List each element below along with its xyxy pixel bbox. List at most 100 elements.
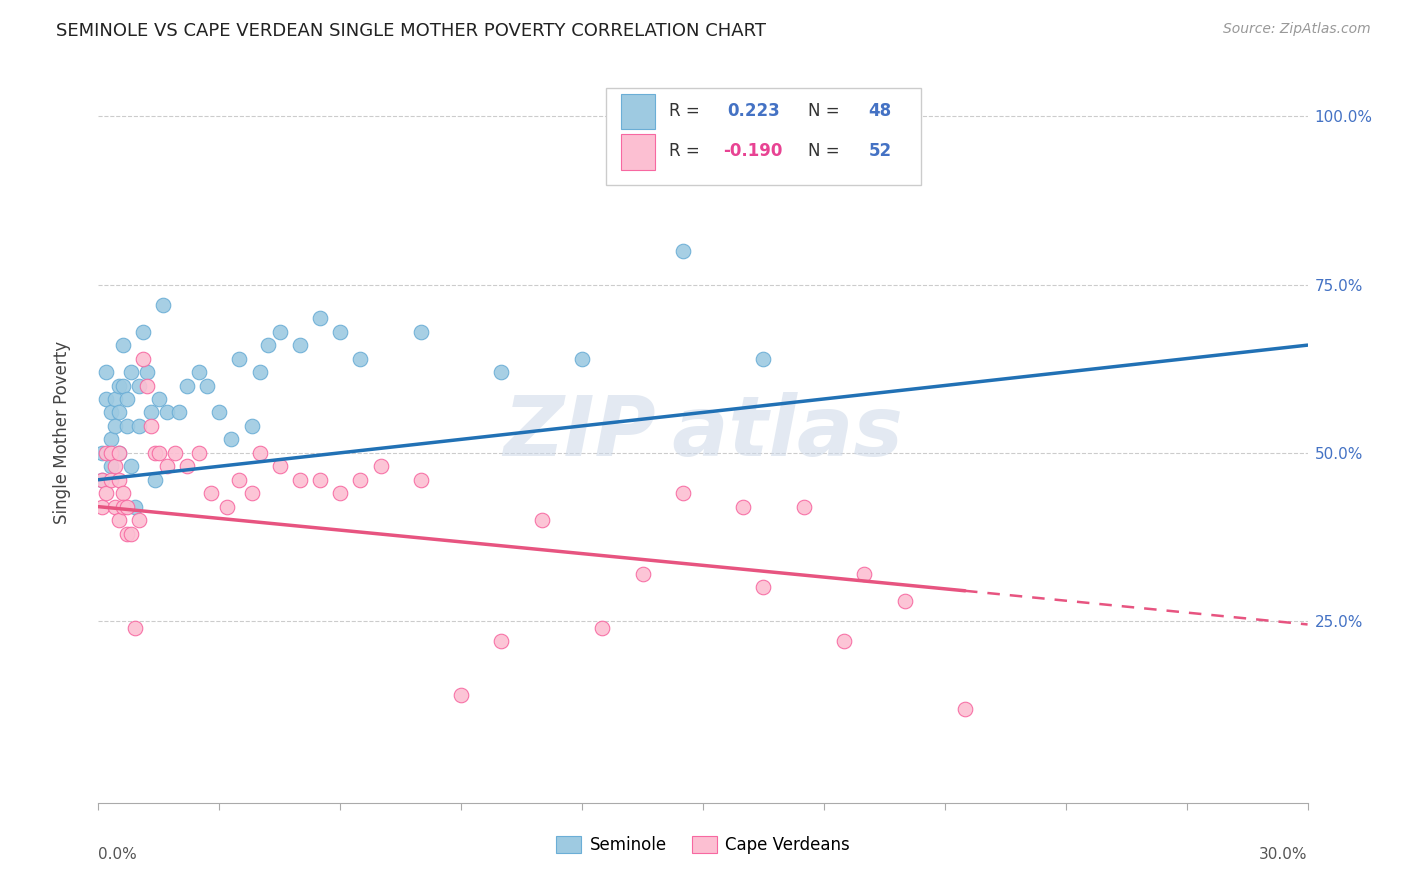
Point [120, 459, 142, 474]
Point [450, 688, 472, 702]
Point [208, 405, 231, 419]
Text: -0.190: -0.190 [724, 142, 783, 160]
Point [135, 365, 157, 379]
Point [107, 446, 129, 460]
Point [256, 338, 278, 352]
Point [96, 392, 118, 406]
Point [135, 378, 157, 392]
Point [115, 526, 138, 541]
Point [188, 365, 211, 379]
Text: SEMINOLE VS CAPE VERDEAN SINGLE MOTHER POVERTY CORRELATION CHART: SEMINOLE VS CAPE VERDEAN SINGLE MOTHER P… [56, 22, 766, 40]
Point [733, 500, 755, 514]
Point [132, 351, 155, 366]
Text: ZIP atlas: ZIP atlas [503, 392, 903, 473]
Point [111, 486, 134, 500]
Point [156, 459, 179, 474]
Point [672, 486, 695, 500]
Point [163, 446, 186, 460]
Point [91, 500, 114, 514]
Text: N =: N = [808, 102, 839, 120]
Point [176, 378, 198, 392]
Point [139, 418, 162, 433]
Point [107, 405, 129, 419]
Point [793, 500, 815, 514]
Text: N =: N = [808, 142, 839, 160]
Point [156, 405, 179, 419]
Point [309, 473, 332, 487]
Point [672, 244, 695, 258]
Point [115, 500, 138, 514]
Point [103, 459, 125, 474]
Point [571, 351, 593, 366]
Point [853, 566, 876, 581]
Point [288, 338, 311, 352]
FancyBboxPatch shape [606, 88, 921, 185]
Point [329, 486, 352, 500]
Point [195, 378, 218, 392]
Point [240, 418, 263, 433]
Point [631, 566, 654, 581]
Point [188, 446, 211, 460]
Point [124, 621, 146, 635]
Point [148, 446, 170, 460]
Point [128, 513, 150, 527]
Point [124, 500, 146, 514]
Text: 0.0%: 0.0% [98, 847, 138, 863]
Point [228, 473, 250, 487]
Point [103, 418, 125, 433]
Point [143, 473, 166, 487]
Point [91, 473, 114, 487]
Text: R =: R = [669, 102, 706, 120]
Point [107, 446, 129, 460]
Point [100, 446, 122, 460]
Text: 0.223: 0.223 [727, 102, 780, 120]
Point [143, 446, 166, 460]
Point [288, 473, 311, 487]
Point [176, 459, 198, 474]
Point [128, 418, 150, 433]
Point [152, 298, 174, 312]
Point [269, 325, 291, 339]
Point [167, 405, 190, 419]
Point [309, 311, 332, 326]
Legend: Seminole, Cape Verdeans: Seminole, Cape Verdeans [550, 830, 856, 861]
Text: Single Mother Poverty: Single Mother Poverty [53, 341, 72, 524]
Point [91, 473, 114, 487]
Point [200, 486, 222, 500]
Text: 52: 52 [869, 142, 891, 160]
Point [100, 473, 122, 487]
Point [249, 365, 271, 379]
Point [115, 418, 138, 433]
Point [249, 446, 271, 460]
Text: R =: R = [669, 142, 706, 160]
Point [832, 634, 855, 648]
Point [96, 446, 118, 460]
Point [111, 338, 134, 352]
Point [409, 473, 432, 487]
Point [103, 500, 125, 514]
Point [107, 513, 129, 527]
Point [100, 405, 122, 419]
Point [96, 486, 118, 500]
Point [893, 594, 915, 608]
Point [491, 365, 513, 379]
Point [240, 486, 263, 500]
Point [91, 446, 114, 460]
Point [752, 351, 775, 366]
Point [953, 701, 976, 715]
Point [132, 325, 155, 339]
Point [111, 500, 134, 514]
Text: Source: ZipAtlas.com: Source: ZipAtlas.com [1223, 22, 1371, 37]
Point [100, 433, 122, 447]
Point [409, 325, 432, 339]
Point [491, 634, 513, 648]
Point [228, 351, 250, 366]
Point [107, 473, 129, 487]
Point [217, 500, 239, 514]
Point [96, 365, 118, 379]
Text: 30.0%: 30.0% [1260, 847, 1308, 863]
Point [107, 378, 129, 392]
FancyBboxPatch shape [621, 94, 655, 129]
Point [370, 459, 392, 474]
Point [148, 392, 170, 406]
